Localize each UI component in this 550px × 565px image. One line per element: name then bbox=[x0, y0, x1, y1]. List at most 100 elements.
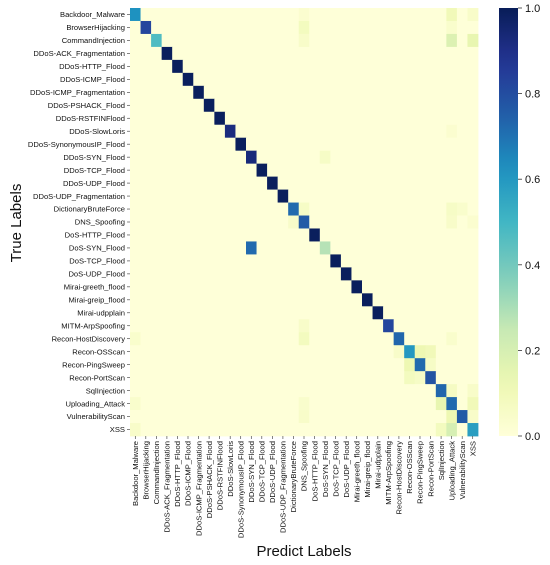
heatmap-cell-r28-c0 bbox=[130, 371, 141, 385]
heatmap-cell-r27-c24 bbox=[383, 358, 395, 372]
heatmap-cell-r32-c28 bbox=[425, 423, 437, 437]
heatmap-cell-r19-c32 bbox=[467, 254, 479, 268]
heatmap-cell-r19-c26 bbox=[404, 254, 416, 268]
heatmap-cell-r2-c8 bbox=[214, 33, 226, 48]
heatmap-cell-r10-c27 bbox=[414, 137, 426, 152]
heatmap-cell-r8-c28 bbox=[425, 111, 437, 126]
heatmap-cell-r16-c10 bbox=[235, 215, 247, 229]
heatmap-cell-r16-c19 bbox=[330, 215, 342, 229]
y-tick-label: DoS-SYN_Flood bbox=[69, 244, 125, 253]
heatmap-cell-r26-c14 bbox=[277, 345, 289, 359]
heatmap-cell-r13-c20 bbox=[340, 176, 352, 190]
heatmap-cell-r30-c21 bbox=[351, 397, 363, 411]
heatmap-cell-r15-c14 bbox=[277, 202, 289, 216]
heatmap-cell-r2-c15 bbox=[288, 33, 300, 48]
heatmap-cell-r10-c2 bbox=[151, 137, 163, 152]
heatmap-cell-r6-c16 bbox=[298, 85, 310, 100]
heatmap-cell-r30-c16 bbox=[298, 397, 310, 411]
heatmap-cell-r27-c10 bbox=[235, 358, 247, 372]
heatmap-cell-r21-c14 bbox=[277, 280, 289, 294]
heatmap-cell-r15-c10 bbox=[235, 202, 247, 216]
heatmap-cell-r9-c6 bbox=[193, 124, 205, 139]
heatmap-cell-r32-c11 bbox=[246, 423, 257, 437]
y-tick-label: DDoS-UDP_Flood bbox=[63, 179, 125, 188]
heatmap-cell-r23-c11 bbox=[246, 306, 257, 320]
heatmap-cell-r32-c4 bbox=[172, 423, 184, 437]
heatmap-cell-r4-c20 bbox=[340, 59, 352, 74]
heatmap-cell-r17-c21 bbox=[351, 228, 363, 242]
heatmap-cell-r32-c1 bbox=[140, 423, 152, 437]
heatmap-cell-r21-c24 bbox=[383, 280, 395, 294]
heatmap-cell-r32-c3 bbox=[161, 423, 173, 437]
heatmap-cell-r3-c2 bbox=[151, 46, 163, 61]
heatmap-cell-r13-c13 bbox=[267, 176, 279, 190]
heatmap-cell-r15-c19 bbox=[330, 202, 342, 216]
heatmap-cell-r31-c26 bbox=[404, 410, 416, 424]
heatmap-cell-r17-c24 bbox=[383, 228, 395, 242]
heatmap-cell-r6-c2 bbox=[151, 85, 163, 100]
heatmap-cell-r20-c10 bbox=[235, 267, 247, 281]
heatmap-cell-r29-c28 bbox=[425, 384, 437, 398]
heatmap-cell-r23-c2 bbox=[151, 306, 163, 320]
heatmap-cell-r17-c14 bbox=[277, 228, 289, 242]
heatmap-cell-r31-c23 bbox=[372, 410, 384, 424]
heatmap-cell-r17-c12 bbox=[256, 228, 268, 242]
heatmap-cell-r8-c14 bbox=[277, 111, 289, 126]
heatmap-cell-r1-c16 bbox=[298, 20, 310, 35]
heatmap-cell-r12-c15 bbox=[288, 163, 300, 178]
heatmap-cell-r2-c30 bbox=[446, 33, 458, 48]
heatmap-cell-r30-c12 bbox=[256, 397, 268, 411]
heatmap-cell-r2-c5 bbox=[182, 33, 194, 48]
heatmap-cell-r5-c4 bbox=[172, 72, 184, 87]
heatmap-cell-r11-c10 bbox=[235, 150, 247, 165]
heatmap-cell-r1-c32 bbox=[467, 20, 479, 35]
heatmap-cell-r20-c0 bbox=[130, 267, 141, 281]
heatmap-cell-r14-c28 bbox=[425, 189, 437, 203]
heatmap-cell-r28-c23 bbox=[372, 371, 384, 385]
heatmap-cell-r26-c15 bbox=[288, 345, 300, 359]
heatmap-cell-r2-c2 bbox=[151, 33, 163, 48]
heatmap-cell-r22-c18 bbox=[319, 293, 331, 307]
heatmap-cell-r27-c23 bbox=[372, 358, 384, 372]
heatmap-cell-r28-c6 bbox=[193, 371, 205, 385]
heatmap-cell-r1-c7 bbox=[203, 20, 215, 35]
heatmap-cell-r17-c23 bbox=[372, 228, 384, 242]
heatmap-cell-r3-c4 bbox=[172, 46, 184, 61]
heatmap-cell-r1-c23 bbox=[372, 20, 384, 35]
heatmap-cell-r2-c18 bbox=[319, 33, 331, 48]
heatmap-cell-r27-c11 bbox=[246, 358, 257, 372]
heatmap-cell-r6-c1 bbox=[140, 85, 152, 100]
heatmap-cell-r3-c10 bbox=[235, 46, 247, 61]
heatmap-cell-r27-c14 bbox=[277, 358, 289, 372]
heatmap-cell-r15-c27 bbox=[414, 202, 426, 216]
heatmap-cell-r22-c22 bbox=[362, 293, 373, 307]
heatmap-cell-r2-c0 bbox=[130, 33, 141, 48]
heatmap-cell-r3-c6 bbox=[193, 46, 205, 61]
heatmap-cell-r1-c28 bbox=[425, 20, 437, 35]
heatmap-cell-r11-c22 bbox=[362, 150, 373, 165]
heatmap-cell-r18-c18 bbox=[319, 241, 331, 255]
heatmap-cell-r27-c32 bbox=[467, 358, 479, 372]
heatmap-cell-r18-c0 bbox=[130, 241, 141, 255]
heatmap-cell-r10-c14 bbox=[277, 137, 289, 152]
heatmap-cell-r20-c26 bbox=[404, 267, 416, 281]
heatmap-cell-r3-c26 bbox=[404, 46, 416, 61]
x-tick-label: DDoS-SYN_Flood bbox=[247, 441, 256, 503]
heatmap-cell-r8-c9 bbox=[224, 111, 236, 126]
heatmap-cell-r12-c9 bbox=[224, 163, 236, 178]
heatmap-cell-r10-c11 bbox=[246, 137, 257, 152]
heatmap-cell-r7-c10 bbox=[235, 98, 247, 113]
heatmap-cell-r7-c4 bbox=[172, 98, 184, 113]
y-tick-label: DDoS-ICMP_Flood bbox=[60, 75, 125, 84]
heatmap-cell-r8-c18 bbox=[319, 111, 331, 126]
heatmap-cell-r25-c24 bbox=[383, 332, 395, 346]
heatmap-cell-r19-c29 bbox=[435, 254, 447, 268]
y-tick-label: DDoS-ACK_Fragmentation bbox=[33, 49, 125, 58]
heatmap-cell-r5-c17 bbox=[309, 72, 321, 87]
heatmap-cell-r24-c8 bbox=[214, 319, 226, 333]
heatmap-cell-r7-c31 bbox=[456, 98, 468, 113]
heatmap-cell-r14-c24 bbox=[383, 189, 395, 203]
heatmap-cell-r16-c7 bbox=[203, 215, 215, 229]
heatmap-cell-r31-c28 bbox=[425, 410, 437, 424]
heatmap-cell-r32-c22 bbox=[362, 423, 373, 437]
